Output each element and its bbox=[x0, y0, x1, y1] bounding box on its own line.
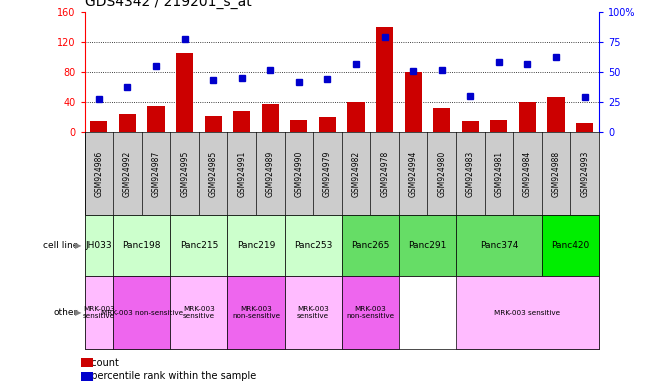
Text: ▶: ▶ bbox=[75, 241, 81, 250]
Bar bbox=[456, 215, 542, 276]
Text: percentile rank within the sample: percentile rank within the sample bbox=[85, 371, 256, 381]
Bar bbox=[171, 215, 227, 276]
Text: GSM924984: GSM924984 bbox=[523, 151, 532, 197]
Bar bbox=[284, 215, 342, 276]
Text: Panc374: Panc374 bbox=[480, 241, 518, 250]
Text: MRK-003 sensitive: MRK-003 sensitive bbox=[494, 310, 561, 316]
Text: count: count bbox=[85, 358, 118, 368]
Bar bbox=[85, 276, 113, 349]
Bar bbox=[456, 276, 599, 349]
Text: GSM924989: GSM924989 bbox=[266, 151, 275, 197]
Text: cell line: cell line bbox=[43, 241, 78, 250]
Bar bbox=[204, 116, 222, 132]
Bar bbox=[176, 53, 193, 132]
Bar bbox=[227, 276, 284, 349]
Text: GSM924981: GSM924981 bbox=[494, 151, 503, 197]
Text: Panc253: Panc253 bbox=[294, 241, 333, 250]
Bar bbox=[519, 102, 536, 132]
Bar bbox=[348, 102, 365, 132]
Text: Panc420: Panc420 bbox=[551, 241, 589, 250]
Bar bbox=[542, 215, 599, 276]
Bar bbox=[405, 72, 422, 132]
Bar bbox=[462, 121, 479, 132]
Text: GSM924990: GSM924990 bbox=[294, 151, 303, 197]
Text: ▶: ▶ bbox=[75, 308, 81, 318]
Text: MRK-003
non-sensitive: MRK-003 non-sensitive bbox=[232, 306, 280, 319]
Text: GSM924988: GSM924988 bbox=[551, 151, 561, 197]
Bar bbox=[85, 215, 113, 276]
Bar bbox=[547, 97, 564, 132]
Text: GSM924979: GSM924979 bbox=[323, 151, 332, 197]
Bar bbox=[433, 108, 450, 132]
Bar bbox=[342, 215, 399, 276]
Text: Panc291: Panc291 bbox=[408, 241, 447, 250]
Bar bbox=[284, 276, 342, 349]
Text: GSM924985: GSM924985 bbox=[209, 151, 217, 197]
Bar bbox=[342, 276, 399, 349]
Text: GSM924983: GSM924983 bbox=[466, 151, 475, 197]
Text: other: other bbox=[54, 308, 78, 318]
Text: GSM924993: GSM924993 bbox=[580, 151, 589, 197]
Text: GSM924978: GSM924978 bbox=[380, 151, 389, 197]
Text: GSM924992: GSM924992 bbox=[123, 151, 132, 197]
Bar bbox=[490, 120, 508, 132]
Text: GSM924994: GSM924994 bbox=[409, 151, 418, 197]
Text: Panc219: Panc219 bbox=[237, 241, 275, 250]
Bar bbox=[399, 215, 456, 276]
Text: GSM924986: GSM924986 bbox=[94, 151, 104, 197]
Text: GDS4342 / 219201_s_at: GDS4342 / 219201_s_at bbox=[85, 0, 251, 9]
Bar bbox=[113, 215, 171, 276]
Text: MRK-003
sensitive: MRK-003 sensitive bbox=[183, 306, 215, 319]
Bar bbox=[90, 121, 107, 132]
Bar bbox=[233, 111, 251, 132]
Bar bbox=[171, 276, 227, 349]
Bar bbox=[148, 106, 165, 132]
Text: GSM924987: GSM924987 bbox=[152, 151, 161, 197]
Text: MRK-003 non-sensitive: MRK-003 non-sensitive bbox=[101, 310, 183, 316]
Text: MRK-003
sensitive: MRK-003 sensitive bbox=[83, 306, 115, 319]
Bar bbox=[576, 123, 593, 132]
Text: Panc215: Panc215 bbox=[180, 241, 218, 250]
Text: Panc265: Panc265 bbox=[351, 241, 389, 250]
Bar bbox=[113, 276, 171, 349]
Text: JH033: JH033 bbox=[85, 241, 112, 250]
Bar bbox=[227, 215, 284, 276]
Bar bbox=[262, 104, 279, 132]
Bar bbox=[290, 120, 307, 132]
Bar bbox=[319, 118, 336, 132]
Bar bbox=[376, 26, 393, 132]
Text: MRK-003
non-sensitive: MRK-003 non-sensitive bbox=[346, 306, 395, 319]
Text: Panc198: Panc198 bbox=[122, 241, 161, 250]
Text: GSM924982: GSM924982 bbox=[352, 151, 361, 197]
Text: GSM924995: GSM924995 bbox=[180, 151, 189, 197]
Text: GSM924980: GSM924980 bbox=[437, 151, 447, 197]
Text: MRK-003
sensitive: MRK-003 sensitive bbox=[297, 306, 329, 319]
Bar bbox=[119, 114, 136, 132]
Text: GSM924991: GSM924991 bbox=[237, 151, 246, 197]
